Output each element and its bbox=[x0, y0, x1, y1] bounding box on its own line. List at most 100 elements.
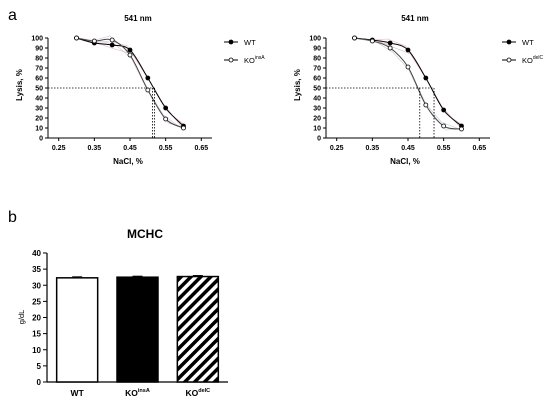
legend: WT KOdelC bbox=[502, 38, 544, 65]
legend-label: KOdelC bbox=[522, 55, 544, 65]
bars bbox=[55, 275, 220, 383]
panel-b-letter: b bbox=[8, 209, 17, 226]
data-point-open bbox=[181, 125, 186, 131]
x-tick-label: 0.55 bbox=[159, 145, 173, 152]
legend-marker bbox=[506, 39, 512, 45]
osmotic-fragility-chart-delC: 541 nm Lysis, % NaCl, % 0 10 20 30 40 50 60 70 8… bbox=[293, 14, 544, 166]
panel-a-letter: a bbox=[8, 7, 17, 24]
mchc-bar-chart: MCHC g/dL 0 5 10 15 20 25 30 35 40 WT KOinsA KOdel… bbox=[17, 227, 228, 398]
data-point-filled bbox=[163, 105, 169, 111]
x-axis-label: NaCl, % bbox=[390, 157, 420, 166]
reference-lines bbox=[326, 87, 435, 138]
y-axis-label: g/dL bbox=[17, 310, 26, 325]
reference-lines bbox=[48, 87, 156, 138]
y-tick-label: 100 bbox=[309, 36, 321, 43]
y-tick-label: 0 bbox=[317, 136, 321, 143]
data-point-filled bbox=[423, 75, 429, 81]
y-tick-label: 10 bbox=[32, 346, 41, 355]
confidence-band bbox=[352, 37, 460, 130]
bar bbox=[55, 277, 99, 383]
y-tick-label: 80 bbox=[313, 56, 321, 63]
data-point-open bbox=[74, 35, 79, 41]
y-tick-label: 80 bbox=[35, 56, 43, 63]
x-tick-label: 0.45 bbox=[401, 145, 415, 152]
data-point-filled bbox=[109, 42, 115, 48]
x-tick-label: 0.25 bbox=[330, 145, 344, 152]
legend-marker bbox=[228, 57, 234, 63]
x-tick-label: 0.35 bbox=[88, 145, 102, 152]
data-point-filled bbox=[441, 107, 447, 113]
y-tick-label: 5 bbox=[37, 362, 42, 371]
y-tick-label: 60 bbox=[313, 76, 321, 83]
y-tick-label: 35 bbox=[32, 265, 41, 274]
y-tick-label: 15 bbox=[32, 330, 41, 339]
confidence-band bbox=[78, 37, 186, 129]
x-tick-label: 0.45 bbox=[123, 145, 137, 152]
data-point-open bbox=[145, 87, 151, 93]
data-point-open bbox=[387, 45, 393, 51]
confidence-band bbox=[356, 37, 465, 127]
y-tick-label: 10 bbox=[313, 126, 321, 133]
legend-label: KOinsA bbox=[244, 55, 265, 65]
confidence-band bbox=[74, 35, 182, 129]
series-markers bbox=[74, 35, 186, 131]
y-tick-label: 60 bbox=[35, 76, 43, 83]
y-tick-label: 30 bbox=[32, 281, 41, 290]
chart-title: 541 nm bbox=[401, 14, 429, 23]
y-tick-label: 50 bbox=[313, 86, 321, 93]
y-tick-label: 100 bbox=[31, 36, 43, 43]
y-tick-label: 20 bbox=[313, 116, 321, 123]
legend-label: WT bbox=[244, 38, 256, 47]
confidence-band bbox=[352, 37, 460, 127]
y-tick-label: 70 bbox=[313, 66, 321, 73]
y-tick-label: 40 bbox=[35, 96, 43, 103]
y-axis-label: Lysis, % bbox=[293, 69, 302, 101]
y-tick-label: 50 bbox=[35, 86, 43, 93]
x-tick-label: 0.35 bbox=[366, 145, 380, 152]
data-point-filled bbox=[387, 40, 393, 46]
chart-title: MCHC bbox=[127, 227, 163, 241]
data-point-filled bbox=[405, 47, 411, 53]
legend-marker bbox=[506, 57, 512, 63]
axis-ticks: 0 10 20 30 40 50 60 70 80 90 100 0.25 0.35 0.45 0.55 0.… bbox=[309, 36, 490, 152]
category-label: WT bbox=[71, 388, 85, 398]
x-tick-label: 0.55 bbox=[437, 145, 451, 152]
data-point-open bbox=[91, 38, 97, 44]
y-tick-label: 90 bbox=[313, 46, 321, 53]
y-tick-label: 40 bbox=[313, 96, 321, 103]
bar bbox=[116, 276, 159, 383]
data-point-open bbox=[352, 35, 357, 41]
x-tick-label: 0.65 bbox=[194, 145, 208, 152]
confidence-band bbox=[356, 37, 464, 131]
data-point-open bbox=[423, 102, 429, 108]
data-point-open bbox=[127, 52, 133, 58]
data-point-open bbox=[163, 116, 169, 122]
y-tick-label: 40 bbox=[32, 249, 41, 258]
category-label: KOdelC bbox=[185, 388, 210, 398]
y-axis-label: Lysis, % bbox=[15, 69, 24, 101]
y-tick-label: 10 bbox=[35, 126, 43, 133]
y-tick-label: 0 bbox=[39, 136, 43, 143]
data-point-filled bbox=[145, 75, 151, 81]
y-tick-label: 0 bbox=[37, 378, 42, 387]
legend: WT KOinsA bbox=[224, 38, 265, 65]
series-markers bbox=[352, 35, 464, 132]
x-tick-label: 0.65 bbox=[472, 145, 486, 152]
bar bbox=[176, 275, 220, 383]
data-point-open bbox=[369, 38, 375, 44]
category-label: KOinsA bbox=[125, 388, 150, 398]
y-tick-label: 20 bbox=[35, 116, 43, 123]
data-point-open bbox=[441, 123, 447, 129]
x-axis-label: NaCl, % bbox=[113, 157, 143, 166]
y-tick-label: 30 bbox=[313, 106, 321, 113]
y-tick-label: 90 bbox=[35, 46, 43, 53]
x-tick-label: 0.25 bbox=[52, 145, 66, 152]
legend-label: WT bbox=[522, 38, 534, 47]
axis-ticks: 0 10 20 30 40 50 60 70 80 90 100 0.25 0.35 0.45 0.55 0.… bbox=[31, 36, 212, 152]
data-point-open bbox=[109, 37, 115, 43]
y-tick-label: 30 bbox=[35, 106, 43, 113]
data-point-filled bbox=[127, 47, 133, 53]
data-point-open bbox=[405, 64, 411, 70]
osmotic-fragility-chart-insA: 541 nm Lysis, % NaCl, % 0 10 20 30 40 50 60 70 8… bbox=[15, 14, 265, 166]
